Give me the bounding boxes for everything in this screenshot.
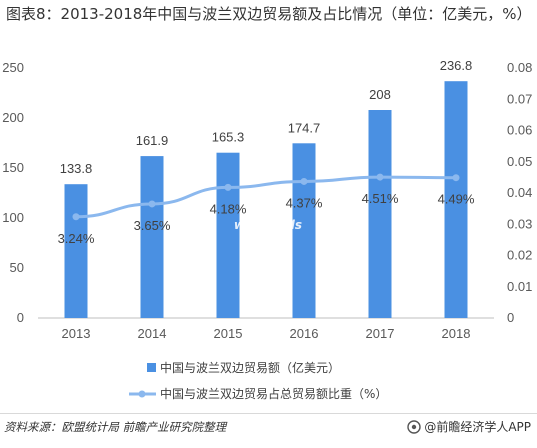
line-data-label: 4.37% [286, 195, 323, 210]
share-point-2013 [72, 213, 80, 221]
brand-credit: @前瞻经济学人APP [407, 418, 531, 435]
share-point-2015 [224, 183, 232, 191]
bar-data-label: 208 [369, 87, 391, 102]
y-left-tick-label: 50 [10, 260, 24, 275]
bar-2016 [292, 143, 316, 318]
bar-2015 [216, 152, 240, 318]
share-point-2014 [148, 200, 156, 208]
bar-2018 [444, 81, 468, 318]
share-point-2018 [452, 174, 460, 182]
x-tick-label: 2014 [138, 326, 167, 341]
x-tick-label: 2015 [214, 326, 243, 341]
y-right-tick-label: 0.06 [507, 123, 532, 138]
y-right-tick-label: 0.07 [507, 91, 532, 106]
y-left-tick-label: 250 [2, 60, 24, 75]
y-left-tick-label: 150 [2, 160, 24, 175]
brand-text: @前瞻经济学人APP [424, 420, 531, 434]
share-point-2016 [300, 177, 308, 185]
watermark: wels tools [234, 218, 302, 232]
legend-bar-swatch [147, 363, 156, 372]
y-left-tick-label: 200 [2, 110, 24, 125]
share-point-2017 [376, 173, 384, 181]
bar-data-label: 133.8 [60, 161, 93, 176]
bar-data-label: 165.3 [212, 130, 245, 145]
y-right-tick-label: 0 [507, 310, 514, 325]
y-right-tick-label: 0.02 [507, 248, 532, 263]
y-left-tick-label: 0 [17, 310, 24, 325]
x-tick-label: 2013 [62, 326, 91, 341]
line-data-label: 3.65% [134, 218, 171, 233]
line-data-label: 4.18% [210, 201, 247, 216]
y-right-tick-label: 0.05 [507, 154, 532, 169]
bar-2013 [64, 184, 88, 318]
legend-line-label: 中国与波兰双边贸易占总贸易额比重（%） [160, 386, 387, 401]
line-data-label: 4.49% [438, 192, 475, 207]
y-right-tick-label: 0.08 [507, 60, 532, 75]
share-series-line [75, 175, 457, 219]
brand-logo-icon [407, 419, 422, 434]
bar-2017 [368, 110, 392, 318]
x-tick-label: 2018 [442, 326, 471, 341]
legend-line-marker [138, 390, 146, 398]
line-data-label: 4.51% [362, 191, 399, 206]
source-note: 资料来源：欧盟统计局 前瞻产业研究院整理 [4, 420, 227, 434]
bar-data-label: 174.7 [288, 120, 321, 135]
y-right-tick-label: 0.03 [507, 216, 532, 231]
y-right-tick-label: 0.04 [507, 185, 532, 200]
line-data-label: 3.24% [58, 231, 95, 246]
footer-divider [0, 413, 537, 414]
bar-data-label: 236.8 [440, 58, 473, 73]
chart-title: 图表8：2013-2018年中国与波兰双边贸易额及占比情况（单位：亿美元，%） [6, 5, 532, 23]
x-tick-label: 2017 [366, 326, 395, 341]
legend-bar-label: 中国与波兰双边贸易额（亿美元） [160, 360, 340, 375]
y-right-tick-label: 0.01 [507, 279, 532, 294]
x-tick-label: 2016 [290, 326, 319, 341]
y-left-tick-label: 100 [2, 210, 24, 225]
bar-data-label: 161.9 [136, 133, 169, 148]
bar-2014 [140, 156, 164, 318]
